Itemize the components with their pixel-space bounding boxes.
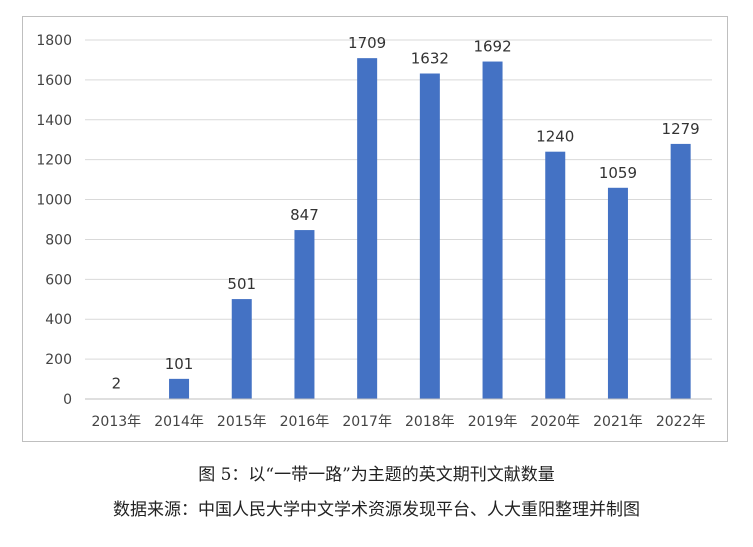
data-label: 1709 (348, 34, 386, 52)
data-label: 1632 (411, 50, 449, 68)
x-tick-label: 2015年 (217, 414, 267, 430)
data-label: 1279 (662, 120, 700, 138)
chart-frame (22, 16, 728, 442)
y-tick-label: 0 (63, 392, 72, 408)
bar (545, 151, 566, 399)
y-tick-label: 1600 (36, 73, 72, 89)
bar (169, 378, 190, 399)
data-label: 101 (165, 355, 194, 373)
y-tick-label: 600 (45, 272, 72, 288)
y-tick-label: 1200 (36, 153, 72, 169)
bar (231, 299, 252, 399)
bar (294, 230, 315, 399)
bar (482, 61, 503, 399)
x-tick-label: 2014年 (154, 414, 204, 430)
bar-chart: 0 200 400 600 800 1000 1200 1400 1600 1800 2 2013年 1… (36, 33, 712, 430)
y-tick-label: 1800 (36, 33, 72, 49)
data-label: 1059 (599, 164, 637, 182)
x-tick-label: 2018年 (405, 414, 455, 430)
bar (357, 58, 378, 399)
y-tick-label: 1400 (36, 113, 72, 129)
y-tick-label: 400 (45, 312, 72, 328)
x-tick-label: 2020年 (530, 414, 580, 430)
data-source-note: 数据来源：中国人民大学中文学术资源发现平台、人大重阳整理并制图 (113, 500, 640, 520)
bar (670, 143, 691, 399)
x-tick-label: 2021年 (593, 414, 643, 430)
x-tick-label: 2019年 (468, 414, 518, 430)
x-tick-label: 2013年 (92, 414, 142, 430)
data-label: 501 (227, 275, 256, 293)
data-label: 1692 (473, 38, 511, 56)
figure-caption: 图 5：以“一带一路”为主题的英文期刊文献数量 (198, 465, 555, 485)
bar (607, 187, 628, 399)
x-tick-label: 2022年 (656, 414, 706, 430)
data-label: 2 (112, 375, 122, 393)
y-tick-label: 1000 (36, 193, 72, 209)
data-label: 1240 (536, 128, 574, 146)
data-label: 847 (290, 206, 319, 224)
bar (419, 73, 440, 400)
x-tick-label: 2017年 (342, 414, 392, 430)
y-tick-label: 800 (45, 232, 72, 248)
x-tick-label: 2016年 (280, 414, 330, 430)
y-tick-label: 200 (45, 352, 72, 368)
